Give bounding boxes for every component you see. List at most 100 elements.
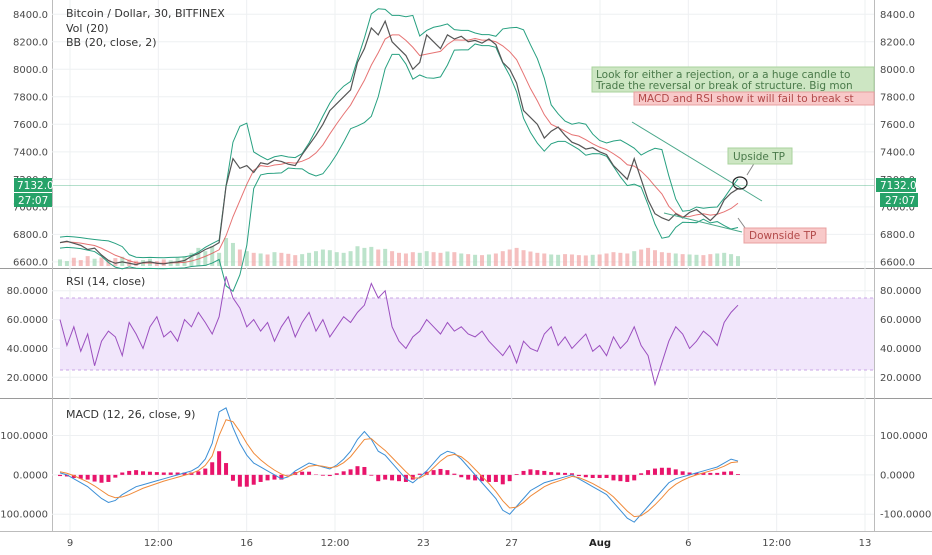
volume-bar <box>584 255 588 266</box>
volume-bar <box>501 251 505 266</box>
legend-rsi[interactable]: RSI (14, close) <box>66 275 145 288</box>
macd-histogram-bar <box>681 471 685 475</box>
rsi-band <box>60 298 874 370</box>
price-candles <box>60 21 738 264</box>
note-green-line-2: Trade the reversal or break of structure… <box>595 80 853 92</box>
volume-bar <box>259 253 263 266</box>
volume-bar <box>508 250 512 266</box>
macd-histogram-bar <box>349 469 353 475</box>
macd-histogram-bar <box>646 470 650 475</box>
macd-histogram-bar <box>674 469 678 475</box>
x-tick-label: 23 <box>417 538 430 549</box>
macd-histogram-bar <box>86 475 90 480</box>
macd-histogram-bar <box>120 472 124 474</box>
volume-bar <box>432 252 436 266</box>
volume-bar <box>411 252 415 266</box>
macd-histogram-bar <box>106 475 110 482</box>
macd-histogram-bar <box>722 472 726 475</box>
macd-histogram-bar <box>100 475 104 483</box>
y-tick-right: 8000.0 <box>880 65 915 76</box>
macd-histogram-bar <box>300 472 304 475</box>
y-tick-left: -100.0000 <box>0 510 48 521</box>
macd-histogram-bar <box>148 472 152 475</box>
macd-histogram-bar <box>383 475 387 480</box>
volume-bar <box>625 253 629 266</box>
volume-bar <box>653 250 657 266</box>
legend-volume[interactable]: Vol (20) <box>66 22 109 35</box>
macd-histogram-bar <box>522 471 526 475</box>
macd-histogram-bar <box>556 472 560 474</box>
macd-histogram-bar <box>376 475 380 481</box>
volume-bar <box>238 250 242 266</box>
note-red-text: MACD and RSI show it will fail to break … <box>638 93 854 105</box>
trendline-lower[interactable] <box>664 213 742 232</box>
macd-histogram-bar <box>660 468 664 475</box>
volume-bar <box>79 260 83 266</box>
volume-bar <box>480 255 484 266</box>
volume-bar <box>335 252 339 266</box>
volume-bar <box>577 255 581 266</box>
volume-bar <box>605 253 609 266</box>
macd-histogram-bar <box>169 472 173 474</box>
volume-bar <box>272 252 276 266</box>
legend-bb[interactable]: BB (20, close, 2) <box>66 36 157 49</box>
volume-bar <box>203 251 207 266</box>
volume-bar <box>715 253 719 266</box>
volume-bar <box>266 254 270 266</box>
y-tick-left: 0.0000 <box>13 470 48 481</box>
macd-histogram-bar <box>584 475 588 477</box>
volume-bar <box>459 253 463 266</box>
rsi-band-fill <box>60 298 874 370</box>
volume-bar <box>362 248 366 266</box>
macd-histogram-bar <box>535 470 539 475</box>
macd-histogram-bar <box>508 475 512 481</box>
y-tick-left: 8400.0 <box>13 10 48 21</box>
macd-lines <box>58 408 740 522</box>
y-tick-left: 60.0000 <box>7 315 48 326</box>
volume-bar <box>321 250 325 266</box>
y-tick-right: 100.0000 <box>880 431 928 442</box>
y-tick-right: 6600.0 <box>880 257 915 268</box>
volume-bar <box>681 254 685 266</box>
chart-title[interactable]: Bitcoin / Dollar, 30, BITFINEX <box>66 7 225 20</box>
macd-histogram-bar <box>487 475 491 482</box>
macd-histogram-bar <box>667 468 671 475</box>
volume-bar <box>708 254 712 266</box>
volume-bar <box>252 253 256 266</box>
y-tick-right: 7600.0 <box>880 120 915 131</box>
macd-histogram-bar <box>245 475 249 487</box>
macd-histogram-bar <box>328 475 332 476</box>
volume-bar <box>729 254 733 266</box>
volume-bar <box>397 253 401 266</box>
volume-bar <box>646 248 650 266</box>
macd-histogram-bar <box>390 475 394 481</box>
macd-histogram-bar <box>501 475 505 484</box>
volume-bar <box>549 254 553 266</box>
y-tick-right: 7400.0 <box>880 147 915 158</box>
y-tick-left: 7800.0 <box>13 92 48 103</box>
legend-macd[interactable]: MACD (12, 26, close, 9) <box>66 408 195 421</box>
volume-bar <box>736 256 740 266</box>
macd-histogram-bar <box>134 470 138 475</box>
volume-bar <box>328 250 332 266</box>
x-tick-label: 12:00 <box>762 538 791 549</box>
macd-histogram-bar <box>335 473 339 475</box>
volume-bar <box>369 247 373 266</box>
volume-bar <box>390 251 394 266</box>
macd-histogram-bar <box>466 475 470 480</box>
macd-histogram-bar <box>452 474 456 475</box>
y-tick-left: 7600.0 <box>13 120 48 131</box>
x-tick-label: 6 <box>685 538 691 549</box>
volume-bar <box>515 248 519 266</box>
volume-bar <box>522 250 526 266</box>
y-tick-left: 8200.0 <box>13 37 48 48</box>
macd-histogram-bar <box>618 475 622 481</box>
macd-histogram-bar <box>549 472 553 475</box>
countdown-tag-left-text: 27:07 <box>18 195 48 207</box>
macd-histogram-bar <box>653 469 657 475</box>
macd-histogram-bar <box>155 472 159 475</box>
y-tick-left: 80.0000 <box>7 286 48 297</box>
macd-histogram-bar <box>307 472 311 475</box>
